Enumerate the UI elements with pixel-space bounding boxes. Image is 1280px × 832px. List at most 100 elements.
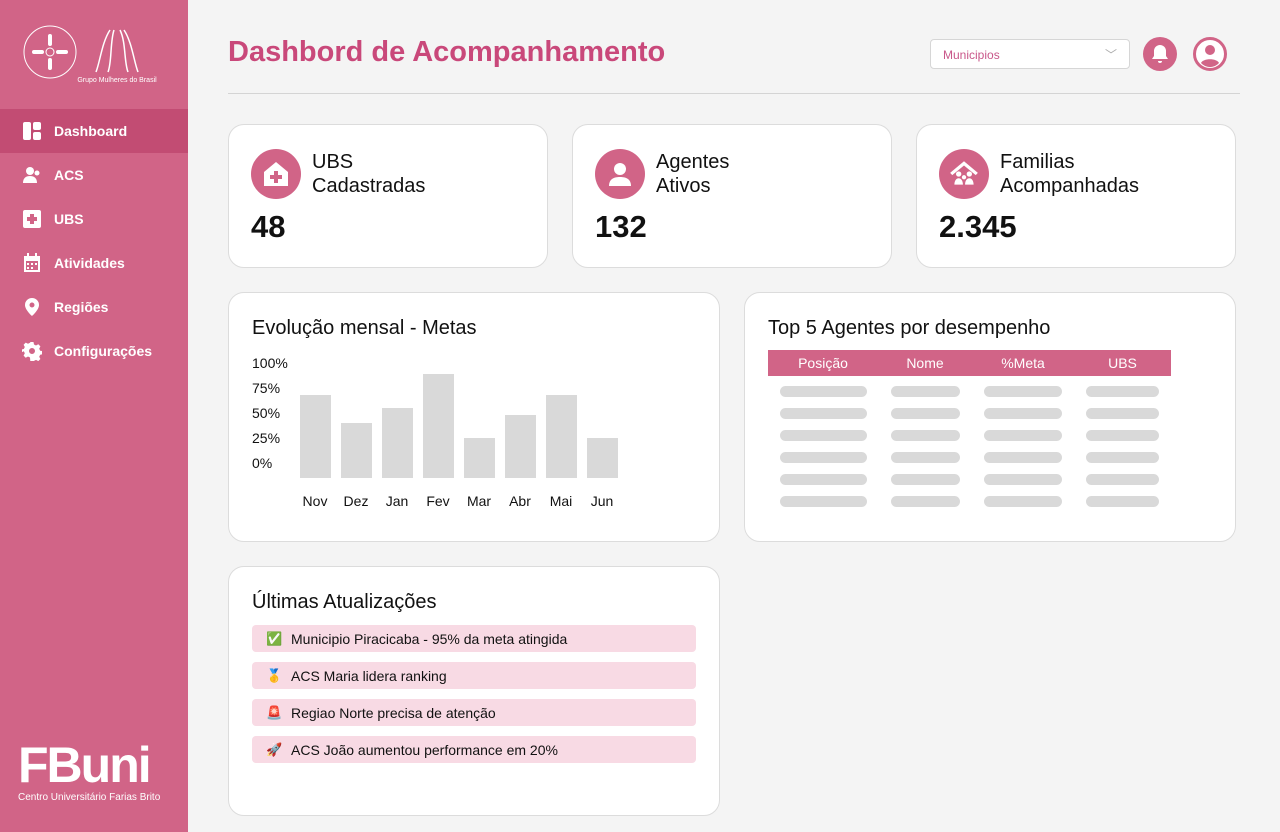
gear-icon bbox=[22, 342, 42, 361]
update-item[interactable]: 🚀 ACS João aumentou performance em 20% bbox=[252, 736, 696, 763]
skeleton-cell bbox=[1086, 408, 1159, 419]
partner-logos: Grupo Mulheres do Brasil bbox=[23, 25, 157, 84]
sidebar-item-dashboard[interactable]: Dashboard bbox=[0, 109, 188, 153]
x-tick-label: Abr bbox=[509, 493, 531, 509]
update-text: Regiao Norte precisa de atenção bbox=[291, 704, 496, 721]
skeleton-cell bbox=[984, 430, 1062, 441]
stat-label: Familias Acompanhadas bbox=[1000, 151, 1139, 197]
sidebar-item-label: Atividades bbox=[54, 255, 125, 271]
select-value: Municipios bbox=[943, 48, 1000, 62]
plus-square-icon bbox=[23, 210, 41, 228]
chevron-down-icon: ﹀ bbox=[1104, 48, 1117, 62]
update-item[interactable]: ✅ Municipio Piracicaba - 95% da meta atin… bbox=[252, 625, 696, 652]
sidebar-item-configuracoes[interactable]: Configurações bbox=[0, 329, 188, 373]
medal-icon: 🥇 bbox=[266, 667, 283, 683]
skeleton-cell bbox=[780, 408, 867, 419]
y-tick-label: 0% bbox=[252, 455, 273, 471]
skeleton-cell bbox=[891, 386, 960, 397]
skeleton-cell bbox=[780, 474, 867, 485]
map-pin-icon bbox=[25, 298, 39, 316]
municipios-select[interactable]: Municipios ﹀ bbox=[930, 39, 1130, 69]
users-icon bbox=[23, 167, 40, 183]
top-agents-card: Top 5 Agentes por desempenho Posição Nom… bbox=[744, 292, 1236, 542]
sidebar-item-label: ACS bbox=[54, 167, 84, 183]
bar-jun[interactable] bbox=[587, 438, 618, 478]
column-header[interactable]: %Meta bbox=[1001, 355, 1045, 371]
bell-icon bbox=[1152, 45, 1168, 63]
update-text: Municipio Piracicaba - 95% da meta ating… bbox=[291, 630, 568, 647]
y-tick-label: 75% bbox=[252, 380, 281, 396]
x-tick-label: Mar bbox=[466, 493, 492, 509]
skeleton-cell bbox=[1086, 386, 1159, 397]
sidebar: Grupo Mulheres do Brasil Dashboard ACS U… bbox=[0, 0, 188, 832]
skeleton-cell bbox=[780, 430, 867, 441]
skeleton-cell bbox=[780, 452, 867, 463]
rocket-icon: 🚀 bbox=[266, 741, 283, 757]
skeleton-cell bbox=[984, 408, 1062, 419]
skeleton-cell bbox=[891, 452, 960, 463]
sidebar-item-label: Regiões bbox=[54, 299, 109, 315]
update-item[interactable]: 🚨 Regiao Norte precisa de atenção bbox=[252, 699, 696, 726]
x-tick-label: Fev bbox=[426, 493, 450, 509]
skeleton-cell bbox=[891, 430, 960, 441]
user-circle-icon bbox=[1201, 45, 1219, 68]
sidebar-item-label: Dashboard bbox=[54, 123, 128, 139]
bar-jan[interactable] bbox=[382, 408, 413, 478]
fbuni-subtitle: Centro Universitário Farias Brito bbox=[18, 792, 161, 803]
y-tick-label: 50% bbox=[252, 405, 281, 421]
skeleton-cell bbox=[984, 386, 1062, 397]
bar-mar[interactable] bbox=[464, 438, 495, 478]
bar-abr[interactable] bbox=[505, 415, 536, 478]
fbuni-logo-text: FBuni bbox=[18, 737, 152, 793]
page-title: Dashbord de Acompanhamento bbox=[228, 36, 666, 68]
sidebar-item-regioes[interactable]: Regiões bbox=[0, 285, 188, 329]
calendar-icon bbox=[24, 253, 40, 272]
column-header[interactable]: UBS bbox=[1108, 355, 1137, 371]
x-tick-label: Jun bbox=[590, 493, 614, 509]
fbuni-logo: FBuni Centro Universitário Farias Brito bbox=[18, 740, 160, 803]
x-tick-label: Nov bbox=[302, 493, 328, 509]
column-header[interactable]: Posição bbox=[798, 355, 848, 371]
skeleton-cell bbox=[1086, 430, 1159, 441]
updates-title: Últimas Atualizações bbox=[252, 591, 437, 613]
profile-button[interactable] bbox=[1193, 37, 1227, 71]
sidebar-item-ubs[interactable]: UBS bbox=[0, 197, 188, 241]
skeleton-cell bbox=[891, 408, 960, 419]
skeleton-cell bbox=[984, 452, 1062, 463]
bar-fev[interactable] bbox=[423, 374, 454, 478]
logo-text: Grupo Mulheres do Brasil bbox=[77, 77, 157, 84]
skeleton-cell bbox=[984, 496, 1062, 507]
column-header[interactable]: Nome bbox=[906, 355, 944, 371]
stat-card-agentes: Agentes Ativos 132 bbox=[572, 124, 892, 268]
updates-card: Últimas Atualizações ✅ Municipio Piracica… bbox=[228, 566, 720, 816]
header-divider bbox=[228, 93, 1240, 94]
skeleton-cell bbox=[780, 386, 867, 397]
bar-nov[interactable] bbox=[300, 395, 331, 478]
skeleton-cell bbox=[891, 474, 960, 485]
stat-value: 48 bbox=[251, 209, 286, 244]
y-tick-label: 100% bbox=[252, 355, 288, 371]
sidebar-item-atividades[interactable]: Atividades bbox=[0, 241, 188, 285]
update-text: ACS Maria lidera ranking bbox=[291, 667, 447, 684]
stat-label: Agentes Ativos bbox=[656, 151, 730, 197]
notification-button[interactable] bbox=[1143, 37, 1177, 71]
top-agents-title: Top 5 Agentes por desempenho bbox=[768, 317, 1051, 339]
bar-dez[interactable] bbox=[341, 423, 372, 478]
x-tick-label: Mai bbox=[549, 493, 573, 509]
bar-mai[interactable] bbox=[546, 395, 577, 478]
stat-label: UBS Cadastradas bbox=[312, 151, 426, 197]
dashboard-icon bbox=[23, 122, 41, 140]
skeleton-cell bbox=[1086, 452, 1159, 463]
chart-card: Evolução mensal - Metas 100% 75% 50% 25% 0% N… bbox=[228, 292, 720, 542]
update-text: ACS João aumentou performance em 20% bbox=[291, 741, 558, 758]
skeleton-cell bbox=[780, 496, 867, 507]
update-item[interactable]: 🥇 ACS Maria lidera ranking bbox=[252, 662, 696, 689]
siren-icon: 🚨 bbox=[266, 704, 283, 720]
house-medical-icon bbox=[251, 149, 301, 199]
sidebar-item-acs[interactable]: ACS bbox=[0, 153, 188, 197]
x-tick-label: Dez bbox=[343, 493, 369, 509]
chart-title: Evolução mensal - Metas bbox=[252, 317, 477, 339]
stat-value: 2.345 bbox=[939, 209, 1017, 244]
skeleton-cell bbox=[1086, 474, 1159, 485]
x-tick-label: Jan bbox=[385, 493, 409, 509]
